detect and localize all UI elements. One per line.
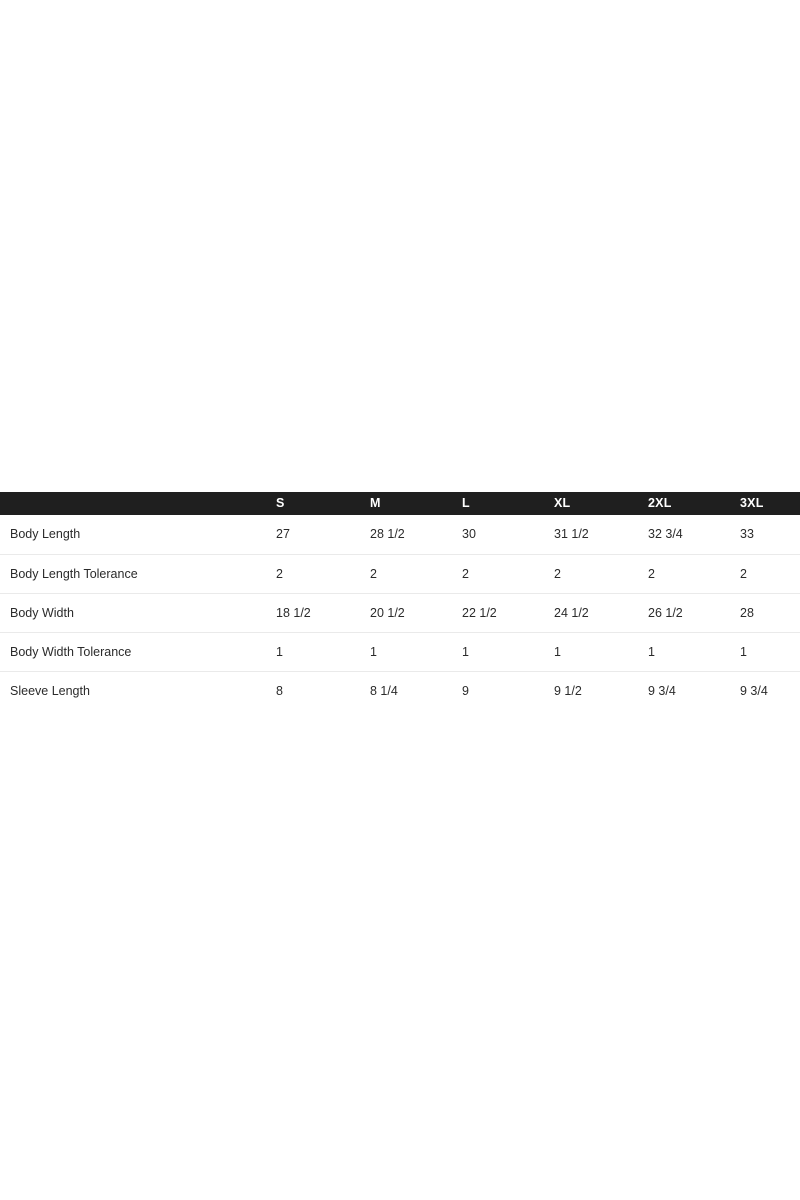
row-label-body-width-tolerance: Body Width Tolerance bbox=[10, 644, 132, 659]
cell-body-length-m: 28 1/2 bbox=[370, 527, 405, 542]
cell-body-width-tolerance-2xl: 1 bbox=[648, 644, 655, 659]
cell-sleeve-length-3xl: 9 3/4 bbox=[740, 683, 768, 698]
cell-body-width-tolerance-l: 1 bbox=[462, 644, 469, 659]
cell-sleeve-length-2xl: 9 3/4 bbox=[648, 683, 676, 698]
size-chart-table: S M L XL 2XL 3XL Body Length 27 28 1/2 3… bbox=[0, 492, 800, 710]
cell-body-length-tolerance-xl: 2 bbox=[554, 566, 561, 581]
cell-body-length-2xl: 32 3/4 bbox=[648, 527, 683, 542]
cell-body-width-tolerance-xl: 1 bbox=[554, 644, 561, 659]
table-row: Body Length Tolerance 2 2 2 2 2 2 bbox=[0, 554, 800, 593]
cell-body-width-tolerance-3xl: 1 bbox=[740, 644, 747, 659]
table-row: Body Width Tolerance 1 1 1 1 1 1 bbox=[0, 632, 800, 671]
row-label-body-length: Body Length bbox=[10, 527, 81, 542]
table-row: Body Width 18 1/2 20 1/2 22 1/2 24 1/2 2… bbox=[0, 593, 800, 632]
column-header-xl: XL bbox=[554, 496, 571, 510]
cell-sleeve-length-m: 8 1/4 bbox=[370, 683, 398, 698]
cell-body-length-tolerance-2xl: 2 bbox=[648, 566, 655, 581]
cell-body-width-l: 22 1/2 bbox=[462, 605, 497, 620]
cell-sleeve-length-s: 8 bbox=[276, 683, 283, 698]
column-header-measurement bbox=[0, 492, 268, 515]
row-label-body-length-tolerance: Body Length Tolerance bbox=[10, 566, 138, 581]
column-header-m: M bbox=[370, 496, 381, 510]
cell-body-length-xl: 31 1/2 bbox=[554, 527, 589, 542]
size-chart: S M L XL 2XL 3XL Body Length 27 28 1/2 3… bbox=[0, 492, 800, 710]
size-chart-header: S M L XL 2XL 3XL bbox=[0, 492, 800, 515]
cell-body-length-tolerance-3xl: 2 bbox=[740, 566, 747, 581]
size-chart-body: Body Length 27 28 1/2 30 31 1/2 32 3/4 3… bbox=[0, 515, 800, 710]
cell-body-width-2xl: 26 1/2 bbox=[648, 605, 683, 620]
column-header-l: L bbox=[462, 496, 470, 510]
cell-body-length-s: 27 bbox=[276, 527, 290, 542]
cell-body-length-tolerance-l: 2 bbox=[462, 566, 469, 581]
cell-body-width-xl: 24 1/2 bbox=[554, 605, 589, 620]
column-header-2xl: 2XL bbox=[648, 496, 672, 510]
cell-body-width-tolerance-m: 1 bbox=[370, 644, 377, 659]
cell-body-length-tolerance-s: 2 bbox=[276, 566, 283, 581]
cell-body-width-s: 18 1/2 bbox=[276, 605, 311, 620]
table-row: Body Length 27 28 1/2 30 31 1/2 32 3/4 3… bbox=[0, 515, 800, 554]
row-label-sleeve-length: Sleeve Length bbox=[10, 683, 90, 698]
column-header-3xl: 3XL bbox=[740, 496, 764, 510]
cell-body-width-m: 20 1/2 bbox=[370, 605, 405, 620]
header-row: S M L XL 2XL 3XL bbox=[0, 492, 800, 515]
cell-body-length-l: 30 bbox=[462, 527, 476, 542]
cell-body-width-tolerance-s: 1 bbox=[276, 644, 283, 659]
row-label-body-width: Body Width bbox=[10, 605, 74, 620]
table-row: Sleeve Length 8 8 1/4 9 9 1/2 9 3/4 9 3/… bbox=[0, 671, 800, 710]
cell-body-length-tolerance-m: 2 bbox=[370, 566, 377, 581]
cell-sleeve-length-xl: 9 1/2 bbox=[554, 683, 582, 698]
column-header-s: S bbox=[276, 496, 285, 510]
cell-sleeve-length-l: 9 bbox=[462, 683, 469, 698]
cell-body-length-3xl: 33 bbox=[740, 527, 754, 542]
cell-body-width-3xl: 28 bbox=[740, 605, 754, 620]
